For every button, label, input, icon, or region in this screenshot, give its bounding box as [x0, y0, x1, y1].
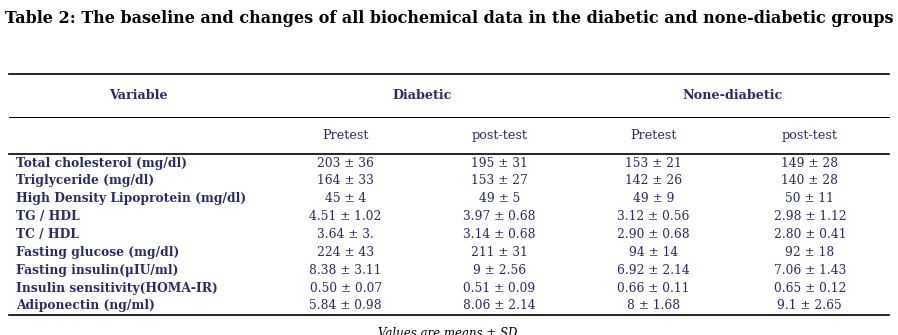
Text: Total cholesterol (mg/dl): Total cholesterol (mg/dl) [16, 156, 187, 170]
Text: 2.90 ± 0.68: 2.90 ± 0.68 [617, 228, 690, 241]
Text: Adiponectin (ng/ml): Adiponectin (ng/ml) [16, 299, 155, 313]
Text: post-test: post-test [471, 129, 528, 142]
Text: Fasting insulin(μIU/ml): Fasting insulin(μIU/ml) [16, 264, 179, 277]
Text: 0.51 ± 0.09: 0.51 ± 0.09 [463, 282, 536, 294]
Text: Variable: Variable [110, 89, 168, 102]
Text: 6.92 ± 2.14: 6.92 ± 2.14 [617, 264, 690, 277]
Text: 195 ± 31: 195 ± 31 [471, 156, 528, 170]
Text: 3.64 ± 3.: 3.64 ± 3. [317, 228, 374, 241]
Text: 153 ± 27: 153 ± 27 [471, 175, 528, 187]
Text: 0.66 ± 0.11: 0.66 ± 0.11 [618, 282, 690, 294]
Text: Diabetic: Diabetic [393, 89, 453, 102]
Text: 7.06 ± 1.43: 7.06 ± 1.43 [774, 264, 846, 277]
Text: 164 ± 33: 164 ± 33 [317, 175, 374, 187]
Text: 3.12 ± 0.56: 3.12 ± 0.56 [618, 210, 690, 223]
Text: 149 ± 28: 149 ± 28 [781, 156, 839, 170]
Text: 45 ± 4: 45 ± 4 [325, 192, 366, 205]
Text: Insulin sensitivity(HOMA-IR): Insulin sensitivity(HOMA-IR) [16, 282, 218, 294]
Text: Table 2: The baseline and changes of all biochemical data in the diabetic and no: Table 2: The baseline and changes of all… [4, 10, 894, 27]
Text: 142 ± 26: 142 ± 26 [625, 175, 682, 187]
Text: Triglyceride (mg/dl): Triglyceride (mg/dl) [16, 175, 154, 187]
Text: Pretest: Pretest [630, 129, 677, 142]
Text: Values are means ± SD.: Values are means ± SD. [378, 327, 520, 335]
Text: 211 ± 31: 211 ± 31 [471, 246, 528, 259]
Text: 8.06 ± 2.14: 8.06 ± 2.14 [463, 299, 536, 313]
Text: 4.51 ± 1.02: 4.51 ± 1.02 [310, 210, 382, 223]
Text: Pretest: Pretest [322, 129, 369, 142]
Text: TC / HDL: TC / HDL [16, 228, 79, 241]
Text: 2.98 ± 1.12: 2.98 ± 1.12 [773, 210, 846, 223]
Text: 92 ± 18: 92 ± 18 [785, 246, 834, 259]
Text: 0.50 ± 0.07: 0.50 ± 0.07 [310, 282, 382, 294]
Text: High Density Lipoprotein (mg/dl): High Density Lipoprotein (mg/dl) [16, 192, 246, 205]
Text: 3.14 ± 0.68: 3.14 ± 0.68 [463, 228, 536, 241]
Text: post-test: post-test [782, 129, 838, 142]
Text: 94 ± 14: 94 ± 14 [629, 246, 678, 259]
Text: 203 ± 36: 203 ± 36 [317, 156, 374, 170]
Text: 8.38 ± 3.11: 8.38 ± 3.11 [310, 264, 382, 277]
Text: 3.97 ± 0.68: 3.97 ± 0.68 [463, 210, 536, 223]
Text: 153 ± 21: 153 ± 21 [625, 156, 682, 170]
Text: 49 ± 5: 49 ± 5 [479, 192, 520, 205]
Text: 8 ± 1.68: 8 ± 1.68 [627, 299, 680, 313]
Text: Fasting glucose (mg/dl): Fasting glucose (mg/dl) [16, 246, 180, 259]
Text: 50 ± 11: 50 ± 11 [786, 192, 834, 205]
Text: 2.80 ± 0.41: 2.80 ± 0.41 [773, 228, 846, 241]
Text: None-diabetic: None-diabetic [682, 89, 783, 102]
Text: 224 ± 43: 224 ± 43 [317, 246, 374, 259]
Text: 9.1 ± 2.65: 9.1 ± 2.65 [778, 299, 842, 313]
Text: 5.84 ± 0.98: 5.84 ± 0.98 [309, 299, 382, 313]
Text: 49 ± 9: 49 ± 9 [633, 192, 674, 205]
Text: TG / HDL: TG / HDL [16, 210, 80, 223]
Text: 9 ± 2.56: 9 ± 2.56 [473, 264, 526, 277]
Text: 0.65 ± 0.12: 0.65 ± 0.12 [774, 282, 846, 294]
Text: 140 ± 28: 140 ± 28 [781, 175, 839, 187]
